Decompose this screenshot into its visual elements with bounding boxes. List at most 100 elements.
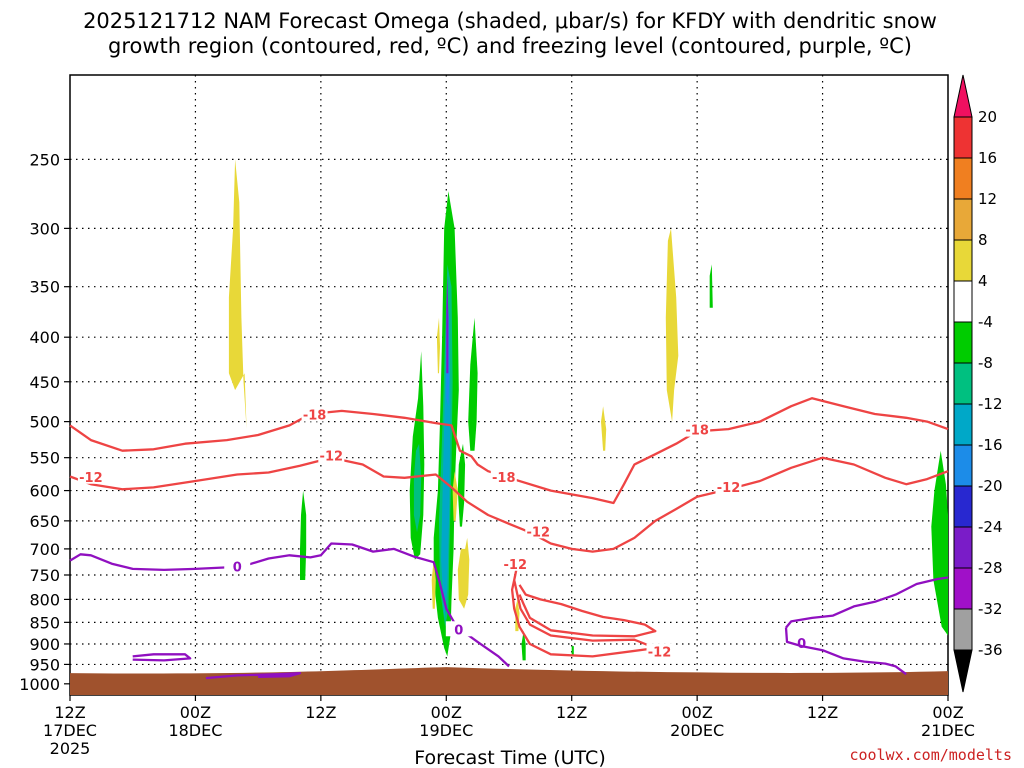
dgz-lower-12-label-1: -12 xyxy=(320,449,344,464)
y-axis-ticks: 250 300 350 400 450 500 550 600 650 700 750 800 850 9… xyxy=(19,150,70,694)
x-tick-label-mid-0: 17DEC xyxy=(43,721,97,740)
chart-title-line-1: 2025121712 NAM Forecast Omega (shaded, μ… xyxy=(83,9,937,33)
colorbar-swatch-1 xyxy=(953,116,973,159)
dgz-inner-12 xyxy=(518,584,657,638)
y-tick-label-450: 450 xyxy=(29,373,60,392)
x-tick-label-top-36: 00Z xyxy=(431,703,462,722)
colorbar-swatch-8 xyxy=(953,403,973,446)
gridlines xyxy=(70,75,948,695)
colorbar-legend: 20 16 12 8 4 -4 -8 -12 -16 -20 -24 -28 -32 -36 xyxy=(953,74,1003,693)
y-tick-label-600: 600 xyxy=(29,482,60,501)
dgz-lower-level-12-label-1: -12 xyxy=(648,645,672,660)
freezing-level-0-main-label-0: 0 xyxy=(233,560,242,575)
colorbar-level-13: -36 xyxy=(978,641,1003,659)
dgz-lower-12-label-2: -12 xyxy=(717,481,741,496)
freezing-level-0-east xyxy=(785,576,949,629)
terrain xyxy=(70,667,948,695)
upward-motion-left-teal xyxy=(413,443,422,533)
y-tick-label-500: 500 xyxy=(29,413,60,432)
dgz-upper-18-label-bg-0 xyxy=(301,406,328,422)
colorbar-swatch-12 xyxy=(953,567,973,610)
x-tick-label-top-72: 12Z xyxy=(807,703,838,722)
y-tick-label-850: 850 xyxy=(29,613,60,632)
subsidence-19dec-b xyxy=(431,559,436,609)
colorbar-level-12: -32 xyxy=(978,600,1003,618)
x-tick-label-top-24: 12Z xyxy=(305,703,336,722)
subsidence-20dec xyxy=(665,228,679,422)
freezing-level-contours: 0 0 0 xyxy=(69,542,949,680)
dgz-upper-18-label-bg-1 xyxy=(684,421,711,437)
dgz-upper-18-label-0: -18 xyxy=(303,409,327,424)
colorbar-swatch-10 xyxy=(953,485,973,528)
freezing-level-0-loop xyxy=(132,653,192,662)
colorbar-level-8: -16 xyxy=(978,436,1003,454)
freezing-level-0-east-label-0: 0 xyxy=(797,637,806,652)
dgz-lower-level-12-label-bg-0 xyxy=(502,555,529,571)
y-tick-label-300: 300 xyxy=(29,219,60,238)
y-tick-label-400: 400 xyxy=(29,328,60,347)
plot-frame xyxy=(69,74,949,696)
dendritic-growth-contours: -18 -18 -18 -12 -12 -12 -12 -12 -12 xyxy=(69,397,949,660)
dgz-lower-level-12-label-bg-1 xyxy=(646,643,673,659)
upward-motion-right-column xyxy=(468,317,478,451)
colorbar-level-1: 16 xyxy=(978,149,997,167)
dgz-upper-18 xyxy=(69,397,949,505)
dgz-lower-12-label-bg-1 xyxy=(318,447,345,463)
colorbar-swatch-4 xyxy=(953,239,973,282)
x-axis-label: Forecast Time (UTC) xyxy=(414,747,605,768)
colorbar-swatch-6 xyxy=(953,321,973,364)
upward-motion-core-purple xyxy=(446,275,449,374)
omega-shading xyxy=(228,159,948,661)
colorbar-swatch-13 xyxy=(953,608,973,651)
subsidence-19dec-e xyxy=(601,406,607,451)
dgz-lower-12-label-bg-0 xyxy=(77,468,104,484)
x-tick-label-top-84: 00Z xyxy=(932,703,963,722)
colorbar-level-3: 8 xyxy=(978,231,988,249)
y-tick-label-950: 950 xyxy=(29,655,60,674)
upward-motion-18dec-12z xyxy=(300,490,307,580)
dgz-lower-12-label-0: -12 xyxy=(79,471,103,486)
y-tick-label-750: 750 xyxy=(29,566,60,585)
subsidence-19dec-c xyxy=(452,471,458,521)
freezing-level-0-surface xyxy=(205,671,302,680)
dgz-upper-18-label-bg-2 xyxy=(490,468,517,484)
x-tick-label-mid-36: 19DEC xyxy=(419,721,473,740)
terrain-fill xyxy=(70,667,948,695)
x-tick-label-mid-84: 21DEC xyxy=(921,721,975,740)
colorbar-level-7: -12 xyxy=(978,395,1003,413)
x-tick-label-mid-12: 18DEC xyxy=(168,721,222,740)
colorbar-swatch-11 xyxy=(953,526,973,569)
colorbar-level-11: -28 xyxy=(978,559,1003,577)
x-tick-label-mid-60: 20DEC xyxy=(670,721,724,740)
y-tick-label-1000: 1000 xyxy=(19,675,60,694)
subsidence-19dec-top xyxy=(436,317,440,374)
upward-motion-19dec-low xyxy=(521,631,526,661)
freezing-level-0-east-lower xyxy=(784,627,907,676)
colorbar-swatch-5 xyxy=(953,280,973,323)
colorbar-level-10: -24 xyxy=(978,518,1003,536)
colorbar-swatch-7 xyxy=(953,362,973,405)
upward-motion-20dec-small xyxy=(709,264,713,308)
y-tick-label-550: 550 xyxy=(29,449,60,468)
dgz-lower-12-label-3: -12 xyxy=(527,525,551,540)
dgz-upper-18-label-2: -18 xyxy=(492,471,516,486)
colorbar-level-4: 4 xyxy=(978,272,988,290)
x-tick-label-bot-0: 2025 xyxy=(50,739,91,758)
freezing-level-0-main-label-bg-1 xyxy=(445,621,472,637)
upward-motion-20dec-dot xyxy=(571,646,574,657)
colorbar-swatch-9 xyxy=(953,444,973,487)
freezing-level-0-main-label-bg-0 xyxy=(224,558,251,574)
chart-title-line-2: growth region (contoured, red, ºC) and f… xyxy=(108,34,912,58)
colorbar-level-2: 12 xyxy=(978,190,997,208)
y-tick-label-900: 900 xyxy=(29,635,60,654)
x-tick-label-top-48: 12Z xyxy=(556,703,587,722)
y-tick-label-800: 800 xyxy=(29,590,60,609)
colorbar-swatch-2 xyxy=(953,157,973,200)
x-tick-label-top-12: 00Z xyxy=(180,703,211,722)
colorbar-arrow-top xyxy=(953,74,973,118)
colorbar-level-0: 20 xyxy=(978,108,997,126)
freezing-level-0-main-label-1: 0 xyxy=(454,623,463,638)
dgz-lower-level-12-label-0: -12 xyxy=(504,558,528,573)
